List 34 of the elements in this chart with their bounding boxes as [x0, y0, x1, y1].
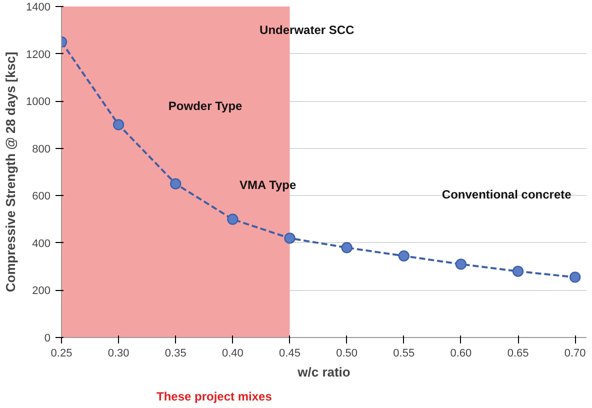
point	[455, 258, 467, 270]
point	[284, 232, 296, 244]
x-tick-label: 0.50	[336, 348, 358, 360]
annotation: Underwater SCC	[260, 23, 355, 38]
x-tick-label: 0.70	[564, 348, 586, 360]
x-tick-label: 0.60	[450, 348, 472, 360]
y-tick-label: 1000	[26, 96, 51, 108]
y-tick-label: 1200	[26, 48, 51, 61]
x-axis-title: w/c ratio	[296, 364, 350, 380]
text: These project mixes	[156, 390, 272, 404]
point	[227, 214, 238, 225]
y-axis-title: Compressive Strength @ 28 days [ksc]	[3, 52, 18, 292]
y-tick-label: 0	[44, 332, 51, 344]
point	[569, 272, 581, 283]
point	[112, 119, 124, 130]
y-tick-label: 400	[32, 238, 51, 250]
y-tick-label: 600	[32, 190, 51, 203]
x-tick-label: 0.65	[507, 348, 529, 360]
point	[512, 266, 524, 277]
x-tick-label: 0.35	[164, 348, 186, 360]
y-tick-label: 200	[32, 285, 51, 298]
point	[170, 178, 182, 190]
x-tick-label: 0.30	[108, 348, 130, 360]
x-tick-label: 0.40	[222, 348, 244, 360]
y-tick-label: 1400	[26, 2, 51, 14]
point	[341, 242, 352, 254]
annotation: Conventional concrete	[442, 188, 572, 202]
annotation: Powder Type	[168, 98, 243, 113]
x-tick-label: 0.55	[393, 348, 415, 360]
x-tick-label: 0.25	[50, 348, 72, 360]
y-tick-label: 800	[32, 143, 51, 156]
point	[398, 250, 410, 262]
x-tick-label: 0.45	[279, 348, 300, 360]
annotation: VMA Type	[240, 178, 297, 192]
